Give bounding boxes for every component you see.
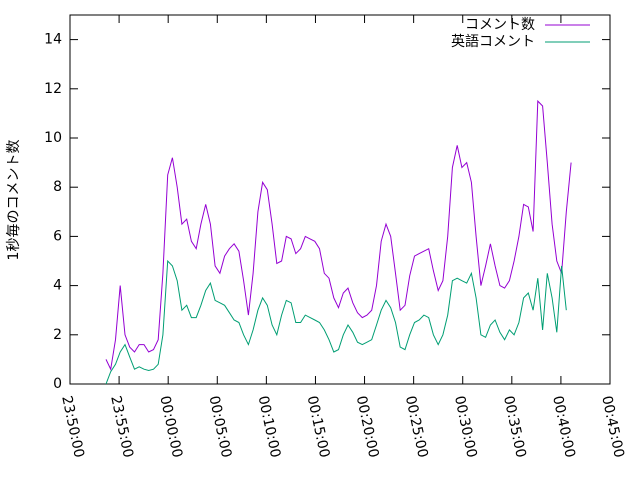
y-tick-label: 8 xyxy=(53,179,62,195)
y-tick-label: 14 xyxy=(44,32,62,48)
y-tick-label: 10 xyxy=(44,130,62,146)
y-tick-label: 6 xyxy=(53,228,62,244)
y-tick-label: 0 xyxy=(53,376,62,392)
legend-label: コメント数 xyxy=(465,17,535,33)
plot-border xyxy=(69,14,611,385)
y-tick-label: 12 xyxy=(44,81,62,97)
y-tick-label: 4 xyxy=(53,278,62,294)
legend-label: 英語コメント xyxy=(451,33,535,50)
y-tick-label: 2 xyxy=(53,327,62,343)
series-line xyxy=(105,99,572,371)
series-line xyxy=(105,259,567,385)
y-axis-label: 1秒毎のコメント数 xyxy=(6,140,22,261)
